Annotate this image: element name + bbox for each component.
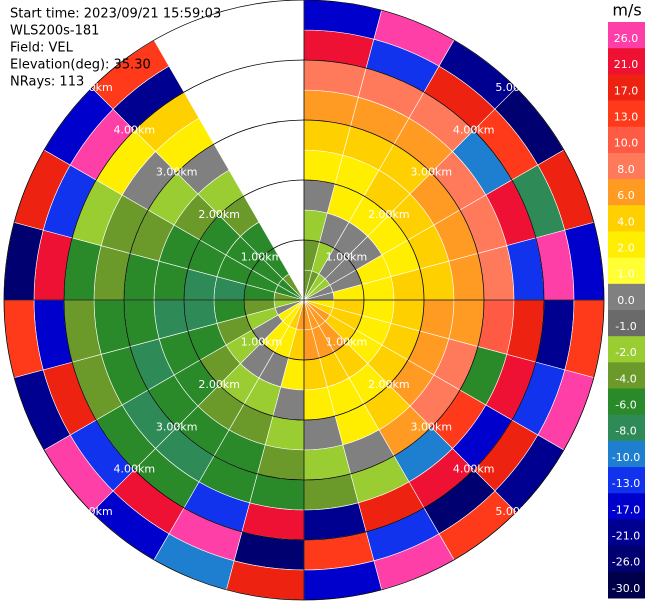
ring-label: 2.00km: [368, 208, 410, 221]
ring-label: 3.00km: [410, 420, 452, 433]
colorbar-label: 17.0: [614, 84, 639, 97]
ring-label: 4.00km: [114, 463, 156, 476]
ring-label: 2.00km: [198, 208, 240, 221]
colorbar-label: 0.0: [617, 294, 635, 307]
range-gate: [448, 299, 485, 347]
colorbar-band: [608, 519, 645, 547]
header-line: Elevation(deg): 35.30: [10, 58, 151, 73]
colorbar-label: 26.0: [614, 32, 639, 45]
colorbar-label: -1.0: [615, 320, 636, 333]
colorbar-unit: m/s: [612, 1, 641, 20]
colorbar-band: [608, 362, 645, 390]
grid-layer: 1.00km 1.00km 1.00km 1.00km 2.00km 2.00km 2.00…: [3, 0, 605, 601]
colorbar-band: [608, 545, 645, 573]
ring-label: 4.00km: [114, 123, 156, 136]
ring-label: 5.00km: [495, 505, 537, 518]
colorbar-label: -4.0: [615, 372, 636, 385]
range-gate: [123, 299, 160, 347]
colorbar-label: 10.0: [614, 137, 639, 150]
data-layer: [3, 0, 605, 601]
ring-label: 5.00km: [71, 505, 113, 518]
ring-label: 2.00km: [368, 378, 410, 391]
colorbar-label: -21.0: [612, 529, 640, 542]
colorbar-label: -26.0: [612, 556, 640, 569]
range-gate: [123, 253, 160, 301]
ring-label: 4.00km: [453, 123, 495, 136]
range-gate: [257, 444, 305, 481]
colorbar-band: [608, 571, 645, 599]
colorbar-band: [608, 388, 645, 416]
header-line: WLS200s-181: [10, 24, 99, 39]
colorbar-band: [608, 100, 645, 128]
ring-label: 4.00km: [453, 463, 495, 476]
colorbar-band: [608, 74, 645, 102]
colorbar-label: 1.0: [617, 268, 635, 281]
ring-label: 5.00km: [71, 81, 113, 94]
colorbar-band: [608, 152, 645, 180]
colorbar-label: -6.0: [615, 399, 636, 412]
colorbar-band: [608, 440, 645, 468]
colorbar-band: [608, 414, 645, 442]
colorbar-label: -2.0: [615, 346, 636, 359]
colorbar-label: -13.0: [612, 477, 640, 490]
colorbar-band: [608, 493, 645, 520]
colorbar-band: [608, 283, 645, 311]
colorbar-label: 13.0: [614, 111, 639, 124]
colorbar-band: [608, 336, 645, 363]
colorbar-band: [608, 48, 645, 75]
colorbar-band: [608, 22, 645, 49]
ring-label: 1.00km: [241, 335, 283, 348]
ring-label: 5.00km: [495, 81, 537, 94]
range-gate: [448, 253, 485, 301]
colorbar-band: [608, 257, 645, 285]
colorbar-label: 2.0: [617, 241, 635, 254]
ring-label: 1.00km: [326, 251, 368, 264]
ring-label: 3.00km: [156, 420, 198, 433]
colorbar-label: -10.0: [612, 451, 640, 464]
colorbar-band: [608, 179, 645, 206]
header-line: Start time: 2023/09/21 15:59:03: [10, 7, 221, 22]
ring-label: 2.00km: [198, 378, 240, 391]
colorbar-band: [608, 467, 645, 494]
ring-label: 1.00km: [326, 335, 368, 348]
colorbar-label: 4.0: [617, 215, 635, 228]
colorbar-band: [608, 205, 645, 232]
colorbar-band: [608, 310, 645, 337]
colorbar-label: -17.0: [612, 503, 640, 516]
colorbar-label: -30.0: [612, 582, 640, 595]
ring-label: 1.00km: [241, 251, 283, 264]
colorbar-label: 6.0: [617, 189, 635, 202]
ring-label: 3.00km: [410, 166, 452, 179]
colorbar-label: 21.0: [614, 58, 639, 71]
colorbar-band: [608, 126, 645, 154]
header-line: NRays: 113: [10, 75, 84, 90]
range-gate: [303, 444, 351, 481]
colorbar-band: [608, 231, 645, 259]
colorbar-label: -8.0: [615, 425, 636, 438]
header-line: Field: VEL: [10, 41, 74, 56]
ring-label: 3.00km: [156, 166, 198, 179]
range-gate: [303, 119, 351, 156]
colorbar-label: 8.0: [617, 163, 635, 176]
